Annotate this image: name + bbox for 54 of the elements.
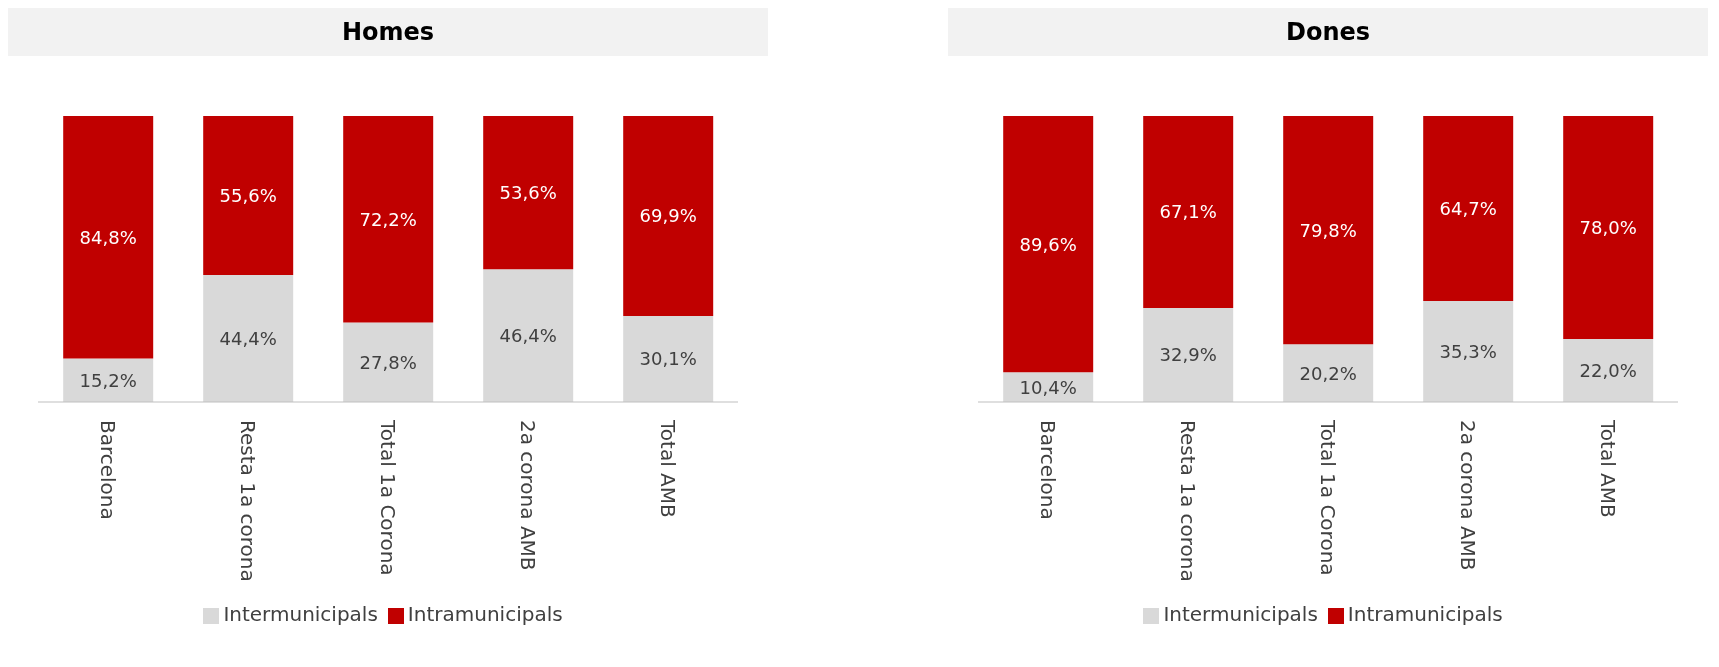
x-tick-label: Barcelona	[96, 420, 120, 520]
x-tick-label: Total 1a Corona	[376, 419, 400, 576]
x-tick-label: Resta 1a corona	[1176, 420, 1200, 582]
data-label: 44,4%	[219, 327, 277, 349]
data-label: 35,3%	[1439, 340, 1497, 362]
bar	[1423, 116, 1514, 302]
x-tick-label: Total AMB	[656, 419, 680, 518]
bar	[1563, 339, 1654, 402]
bar	[1563, 116, 1654, 340]
data-label: 15,2%	[79, 369, 137, 391]
data-label: 22,0%	[1579, 359, 1637, 381]
bar	[1003, 116, 1094, 373]
bar	[63, 116, 154, 359]
x-tick-label: Total 1a Corona	[1316, 419, 1340, 576]
x-tick-label: Resta 1a corona	[236, 420, 260, 582]
legend-label: Intramunicipals	[1347, 602, 1503, 626]
legend-label: Intermunicipals	[1163, 602, 1318, 626]
x-tick-label: Barcelona	[1036, 420, 1060, 520]
bar	[483, 116, 574, 270]
data-label: 10,4%	[1019, 376, 1077, 398]
data-label: 79,8%	[1299, 219, 1357, 241]
data-label: 69,9%	[639, 205, 697, 227]
data-label: 89,6%	[1019, 233, 1077, 255]
x-tick-label: Total AMB	[1596, 419, 1620, 518]
chart-title: Dones	[948, 8, 1708, 56]
data-label: 55,6%	[219, 184, 277, 206]
data-label: 46,4%	[499, 325, 557, 347]
data-label: 84,8%	[79, 226, 137, 248]
data-label: 30,1%	[639, 348, 697, 370]
data-label: 27,8%	[359, 351, 417, 373]
data-label: 78,0%	[1579, 216, 1637, 238]
bar	[623, 315, 714, 402]
bar	[1283, 344, 1374, 402]
x-tick-label: 2a corona AMB	[516, 420, 540, 571]
chart-title: Homes	[8, 8, 768, 56]
bar	[1423, 301, 1514, 402]
bar	[343, 116, 434, 323]
bar	[623, 116, 714, 316]
data-label: 32,9%	[1159, 344, 1217, 366]
legend-label: Intermunicipals	[223, 602, 378, 626]
data-label: 67,1%	[1159, 201, 1217, 223]
data-label: 64,7%	[1439, 197, 1497, 219]
bar	[1283, 116, 1374, 345]
data-label: 20,2%	[1299, 362, 1357, 384]
bar	[343, 322, 434, 402]
legend-label: Intramunicipals	[407, 602, 563, 626]
bar	[483, 269, 574, 402]
x-tick-label: 2a corona AMB	[1456, 420, 1480, 571]
bar	[1143, 307, 1234, 402]
bar	[1143, 116, 1234, 308]
bar	[203, 275, 294, 402]
data-label: 53,6%	[499, 182, 557, 204]
bar	[203, 116, 294, 276]
data-label: 72,2%	[359, 208, 417, 230]
